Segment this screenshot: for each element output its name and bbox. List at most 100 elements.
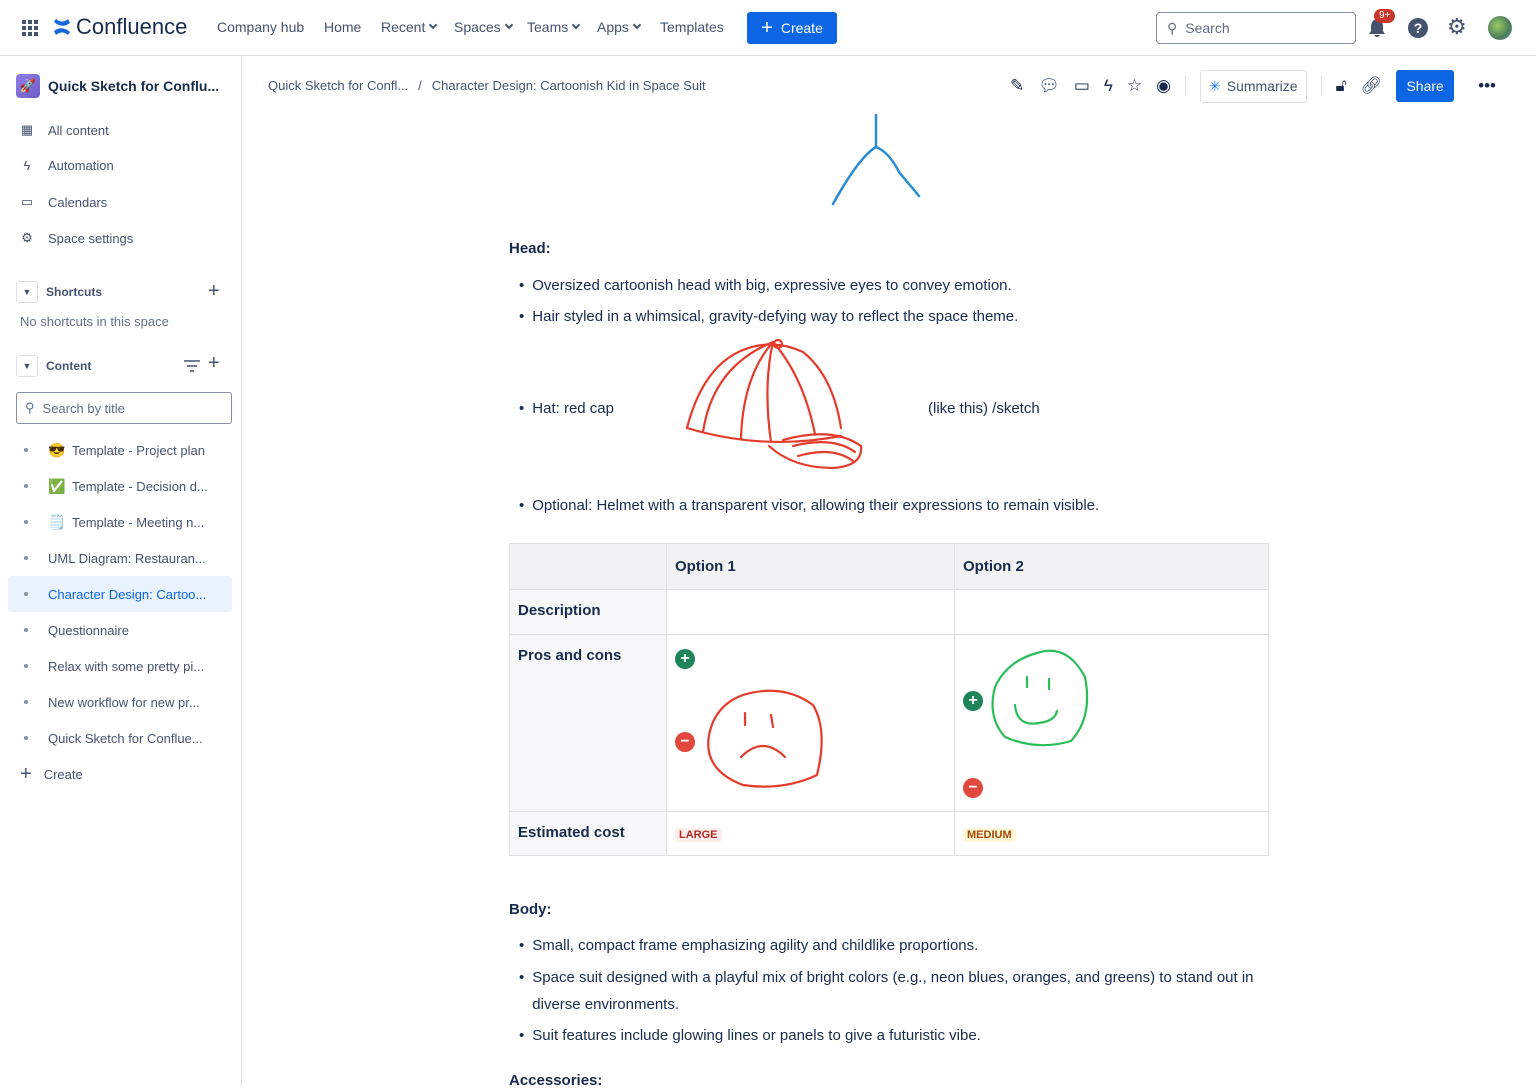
sidebar-item-calendars[interactable]: ▭ Calendars bbox=[20, 194, 107, 210]
breadcrumb-page[interactable]: Character Design: Cartoonish Kid in Spac… bbox=[431, 78, 706, 93]
gear-icon: ⚙ bbox=[21, 230, 33, 245]
content-section[interactable]: ▼ Content bbox=[16, 355, 91, 377]
tree-item[interactable]: Quick Sketch for Conflue... bbox=[8, 720, 232, 756]
link-icon[interactable]: 🔗︎ bbox=[1360, 76, 1383, 95]
tree-create-button[interactable]: + Create bbox=[8, 756, 232, 792]
search-placeholder: Search bbox=[1185, 20, 1230, 36]
add-shortcut-plus-icon[interactable]: + bbox=[208, 280, 220, 302]
breadcrumb: Quick Sketch for Confl... / Character Desi… bbox=[268, 78, 706, 93]
create-button[interactable]: + Create bbox=[747, 12, 837, 44]
nav-company-hub[interactable]: Company hub bbox=[217, 19, 304, 35]
cell[interactable]: LARGE bbox=[666, 811, 955, 856]
page-toolbar: ✎ 💬︎ ▭ ϟ ☆ ◉ ✳ Summarize 🔓︎ 🔗︎ Share ••• bbox=[1010, 69, 1497, 103]
settings-gear-icon[interactable]: ⚙ bbox=[1447, 14, 1467, 39]
label: Company hub bbox=[217, 19, 305, 35]
header-option-1: Option 1 bbox=[666, 543, 955, 590]
list-item: Optional: Helmet with a transparent viso… bbox=[519, 492, 1099, 519]
add-content-plus-icon[interactable]: + bbox=[208, 352, 220, 374]
list-item: Space suit designed with a playful mix o… bbox=[519, 964, 1259, 1018]
label: All content bbox=[48, 122, 109, 138]
watch-eye-icon[interactable]: ◉ bbox=[1156, 76, 1171, 95]
label: Template - Project plan bbox=[72, 442, 205, 458]
sidebar-item-automation[interactable]: ϟ Automation bbox=[20, 158, 114, 173]
grid-icon: ▦ bbox=[20, 122, 34, 137]
tree-item[interactable]: 🗒️ Template - Meeting n... bbox=[8, 504, 232, 540]
nav-recent[interactable]: Recent bbox=[381, 19, 438, 35]
app-switcher-icon[interactable] bbox=[22, 20, 38, 36]
shortcuts-section[interactable]: ▼ Shortcuts bbox=[16, 281, 102, 303]
tree-item[interactable]: Relax with some pretty pi... bbox=[8, 648, 232, 684]
label: Relax with some pretty pi... bbox=[48, 658, 205, 674]
cell[interactable] bbox=[666, 589, 955, 635]
more-options-icon[interactable]: ••• bbox=[1478, 76, 1497, 95]
confluence-logo[interactable]: Confluence bbox=[52, 14, 187, 40]
list-item: Oversized cartoonish head with big, expr… bbox=[519, 272, 1011, 299]
row-header-estimated-cost: Estimated cost bbox=[509, 811, 667, 856]
nav-templates[interactable]: Templates bbox=[660, 19, 724, 35]
label: Create bbox=[43, 766, 83, 782]
notifications-bell-icon[interactable] bbox=[1368, 18, 1386, 38]
list-item: Small, compact frame emphasizing agility… bbox=[519, 932, 978, 959]
label: Spaces bbox=[454, 19, 501, 35]
tree-item[interactable]: Questionnaire bbox=[8, 612, 232, 648]
label: Calendars bbox=[48, 194, 108, 210]
chevron-down-icon bbox=[504, 20, 513, 30]
chevron-down-icon[interactable]: ▼ bbox=[16, 281, 38, 303]
bullet bbox=[24, 664, 28, 668]
head-heading: Head: bbox=[509, 240, 551, 257]
tree-item[interactable]: ✅ Template - Decision d... bbox=[8, 468, 232, 504]
chevron-down-icon bbox=[429, 20, 438, 30]
help-icon[interactable]: ? bbox=[1408, 18, 1428, 38]
tree-item[interactable]: New workflow for new pr... bbox=[8, 684, 232, 720]
sidebar-item-space-settings[interactable]: ⚙ Space settings bbox=[20, 230, 133, 246]
nav-teams[interactable]: Teams bbox=[527, 19, 581, 35]
search-icon: ⚲ bbox=[25, 400, 35, 415]
share-button[interactable]: Share bbox=[1396, 70, 1455, 102]
notepad-emoji-icon: 🗒️ bbox=[48, 513, 66, 530]
label: Template - Meeting n... bbox=[72, 514, 205, 530]
nav-spaces[interactable]: Spaces bbox=[454, 19, 513, 35]
cell[interactable]: MEDIUM bbox=[954, 811, 1269, 856]
star-icon[interactable]: ☆ bbox=[1126, 76, 1143, 95]
placeholder: Search by title bbox=[42, 400, 125, 416]
red-cap-sketch bbox=[685, 338, 863, 470]
edit-pencil-icon[interactable]: ✎ bbox=[1010, 76, 1025, 95]
video-icon[interactable]: ▭ bbox=[1073, 76, 1090, 95]
chevron-down-icon[interactable]: ▼ bbox=[16, 355, 38, 377]
chevron-down-icon bbox=[571, 20, 581, 30]
accessories-heading: Accessories: bbox=[509, 1072, 603, 1089]
plus-circle-icon: + bbox=[963, 691, 983, 711]
filter-icon[interactable] bbox=[183, 359, 201, 373]
cell[interactable]: + − bbox=[666, 634, 955, 812]
plus-circle-icon: + bbox=[675, 649, 695, 669]
list-item: Hat: red cap bbox=[519, 395, 614, 422]
plus-icon: + bbox=[20, 762, 32, 785]
search-by-title-input[interactable]: ⚲ Search by title bbox=[16, 392, 232, 424]
happy-face-sketch bbox=[991, 649, 1089, 747]
sidebar-item-all-content[interactable]: ▦ All content bbox=[20, 122, 109, 138]
tree-item[interactable]: UML Diagram: Restauran... bbox=[8, 540, 232, 576]
bullet bbox=[24, 736, 28, 740]
cell[interactable]: + − bbox=[954, 634, 1269, 812]
tree-item[interactable]: 😎 Template - Project plan bbox=[8, 432, 232, 468]
nav-home[interactable]: Home bbox=[324, 19, 361, 35]
search-input[interactable]: ⚲ Search bbox=[1156, 12, 1356, 44]
space-header[interactable]: 🚀 Quick Sketch for Conflu... bbox=[16, 74, 219, 98]
check-emoji-icon: ✅ bbox=[48, 477, 66, 494]
breadcrumb-space[interactable]: Quick Sketch for Confl... bbox=[268, 78, 409, 93]
summarize-button[interactable]: ✳ Summarize bbox=[1200, 69, 1307, 103]
hair-sketch bbox=[831, 113, 921, 206]
comment-icon[interactable]: 💬︎ bbox=[1038, 76, 1060, 95]
cell[interactable] bbox=[954, 589, 1269, 635]
nav-apps[interactable]: Apps bbox=[597, 19, 642, 35]
create-label: Create bbox=[780, 20, 823, 36]
minus-circle-icon: − bbox=[963, 778, 983, 798]
bullet bbox=[24, 484, 28, 488]
lightning-icon[interactable]: ϟ bbox=[1103, 76, 1113, 95]
sunglasses-emoji-icon: 😎 bbox=[48, 441, 66, 458]
unlock-icon[interactable]: 🔓︎ bbox=[1335, 76, 1347, 95]
body-heading: Body: bbox=[509, 901, 552, 918]
tree-item-active[interactable]: Character Design: Cartoo... bbox=[8, 576, 232, 612]
user-avatar[interactable] bbox=[1488, 16, 1512, 40]
text: Space suit designed with a playful mix o… bbox=[532, 969, 1254, 1013]
